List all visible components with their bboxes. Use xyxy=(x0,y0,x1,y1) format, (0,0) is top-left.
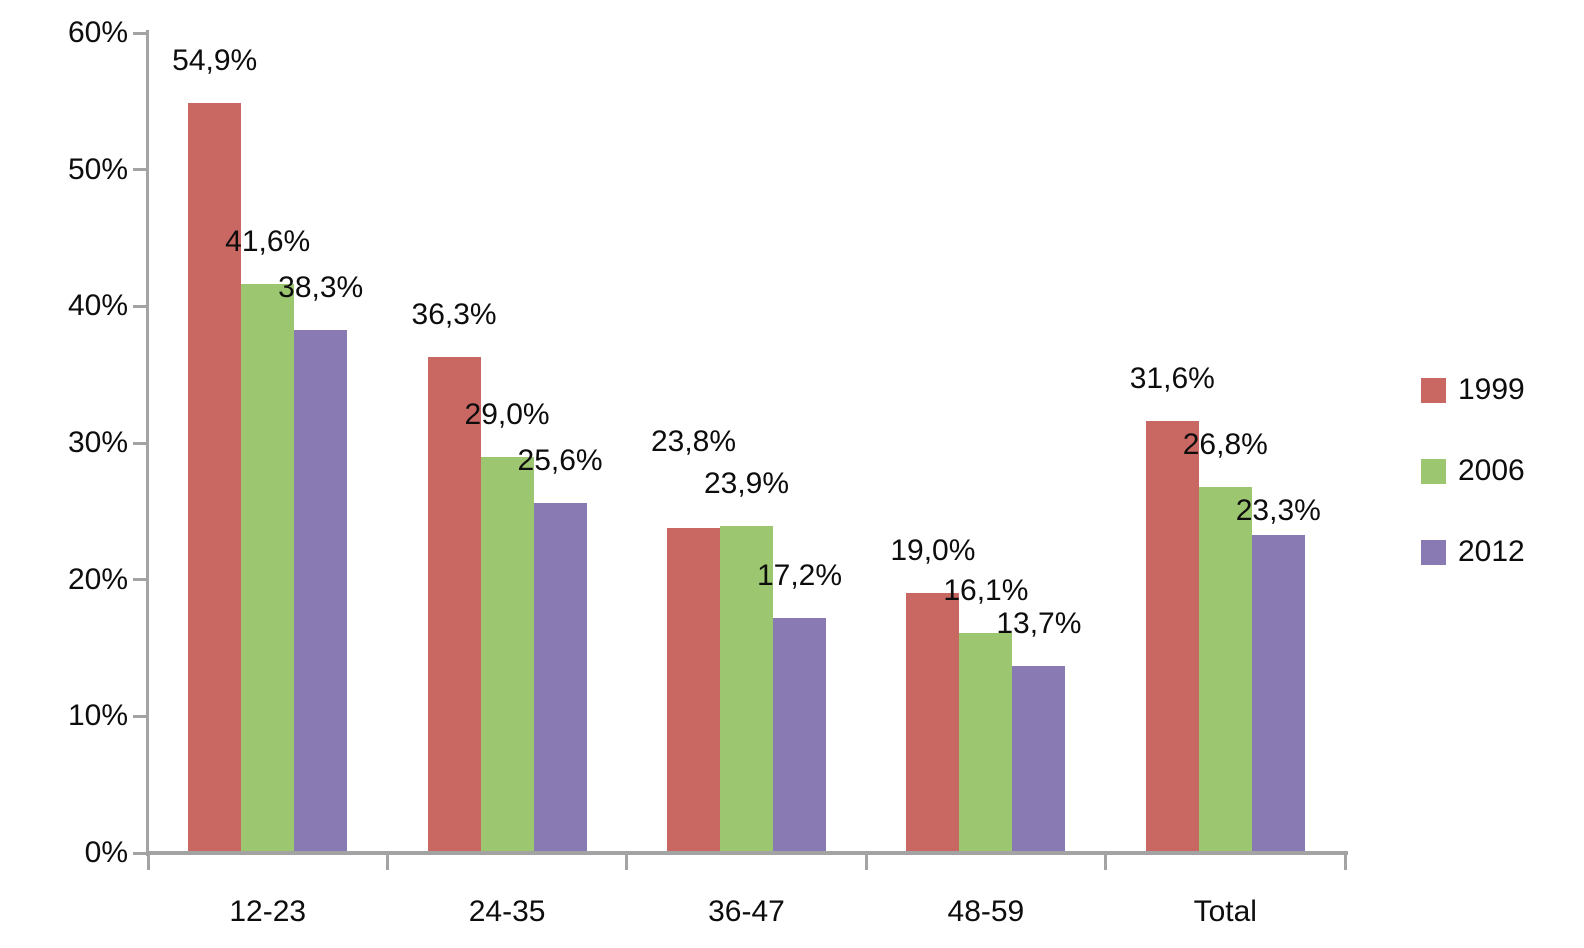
y-axis-tick xyxy=(133,578,148,582)
bar-1999-Total xyxy=(1145,421,1199,853)
data-label-1999-48-59: 19,0% xyxy=(890,534,976,568)
data-label-2006-24-35: 29,0% xyxy=(464,397,550,431)
x-axis-category-label: 12-23 xyxy=(229,895,307,928)
legend-item-1999: 1999 xyxy=(1421,373,1525,406)
data-label-2012-24-35: 25,6% xyxy=(517,444,603,478)
bar-2006-36-47 xyxy=(720,526,773,853)
y-axis-tick-label: 30% xyxy=(67,426,128,459)
y-axis-tick-label: 40% xyxy=(67,289,128,323)
x-axis-category-label: 24-35 xyxy=(468,895,546,928)
legend-item-2012: 2012 xyxy=(1421,535,1525,568)
legend-label-2006: 2006 xyxy=(1458,454,1525,487)
x-axis-tick xyxy=(385,853,389,870)
x-axis-category-label: 36-47 xyxy=(708,895,785,928)
y-axis-tick-label: 0% xyxy=(84,836,128,869)
x-axis-category-label: 48-59 xyxy=(947,895,1025,928)
y-axis-tick-label: 10% xyxy=(67,699,128,733)
y-axis-tick xyxy=(133,168,148,172)
x-axis-tick xyxy=(864,853,868,870)
bar-2006-48-59 xyxy=(959,632,1013,853)
legend-label-1999: 1999 xyxy=(1458,373,1525,406)
data-label-1999-12-23: 54,9% xyxy=(172,43,258,77)
data-label-1999-Total: 31,6% xyxy=(1129,362,1215,396)
y-axis-line xyxy=(146,30,149,856)
bar-1999-24-35 xyxy=(427,356,481,853)
legend-label-2012: 2012 xyxy=(1458,535,1525,568)
bar-2006-Total xyxy=(1198,486,1252,853)
y-axis-tick xyxy=(133,441,148,445)
x-axis-line xyxy=(146,851,1348,855)
data-label-1999-36-47: 23,8% xyxy=(650,424,737,458)
chart-legend: 1999 2006 2012 xyxy=(1421,373,1525,620)
bar-2006-12-23 xyxy=(241,284,295,853)
data-label-2012-Total: 23,3% xyxy=(1235,493,1321,527)
legend-swatch-1999 xyxy=(1421,377,1446,403)
bar-2012-36-47 xyxy=(773,617,826,853)
x-axis-tick xyxy=(146,853,150,870)
y-axis-tick xyxy=(133,304,148,308)
y-axis-tick xyxy=(133,714,148,718)
legend-item-2006: 2006 xyxy=(1421,454,1525,487)
data-label-2012-48-59: 13,7% xyxy=(996,606,1082,640)
bar-2006-24-35 xyxy=(480,456,534,853)
data-label-2006-Total: 26,8% xyxy=(1182,427,1268,461)
bar-2012-Total xyxy=(1251,534,1305,853)
y-axis-tick xyxy=(133,31,148,35)
data-label-2006-36-47: 23,9% xyxy=(703,467,790,501)
y-axis-tick-label: 60% xyxy=(67,16,128,49)
data-label-2012-12-23: 38,3% xyxy=(278,270,364,304)
bar-2012-24-35 xyxy=(533,503,587,853)
x-axis-category-label: Total xyxy=(1193,895,1257,928)
y-axis-tick-label: 20% xyxy=(67,562,128,596)
bar-2012-48-59 xyxy=(1012,665,1066,853)
legend-swatch-2006 xyxy=(1421,458,1446,484)
legend-swatch-2012 xyxy=(1421,539,1446,565)
y-axis-tick-label: 50% xyxy=(67,152,128,186)
data-label-2006-48-59: 16,1% xyxy=(943,573,1029,607)
y-axis-tick xyxy=(133,851,148,855)
bar-1999-12-23 xyxy=(188,102,242,853)
data-label-2006-12-23: 41,6% xyxy=(225,225,311,259)
data-label-2012-36-47: 17,2% xyxy=(756,558,843,592)
x-axis-tick xyxy=(1104,853,1108,870)
data-label-1999-24-35: 36,3% xyxy=(411,297,497,331)
bar-1999-36-47 xyxy=(667,527,720,853)
bar-2012-12-23 xyxy=(294,329,348,853)
bar-1999-48-59 xyxy=(906,593,960,853)
x-axis-tick xyxy=(625,853,629,870)
x-axis-tick xyxy=(1343,853,1347,870)
